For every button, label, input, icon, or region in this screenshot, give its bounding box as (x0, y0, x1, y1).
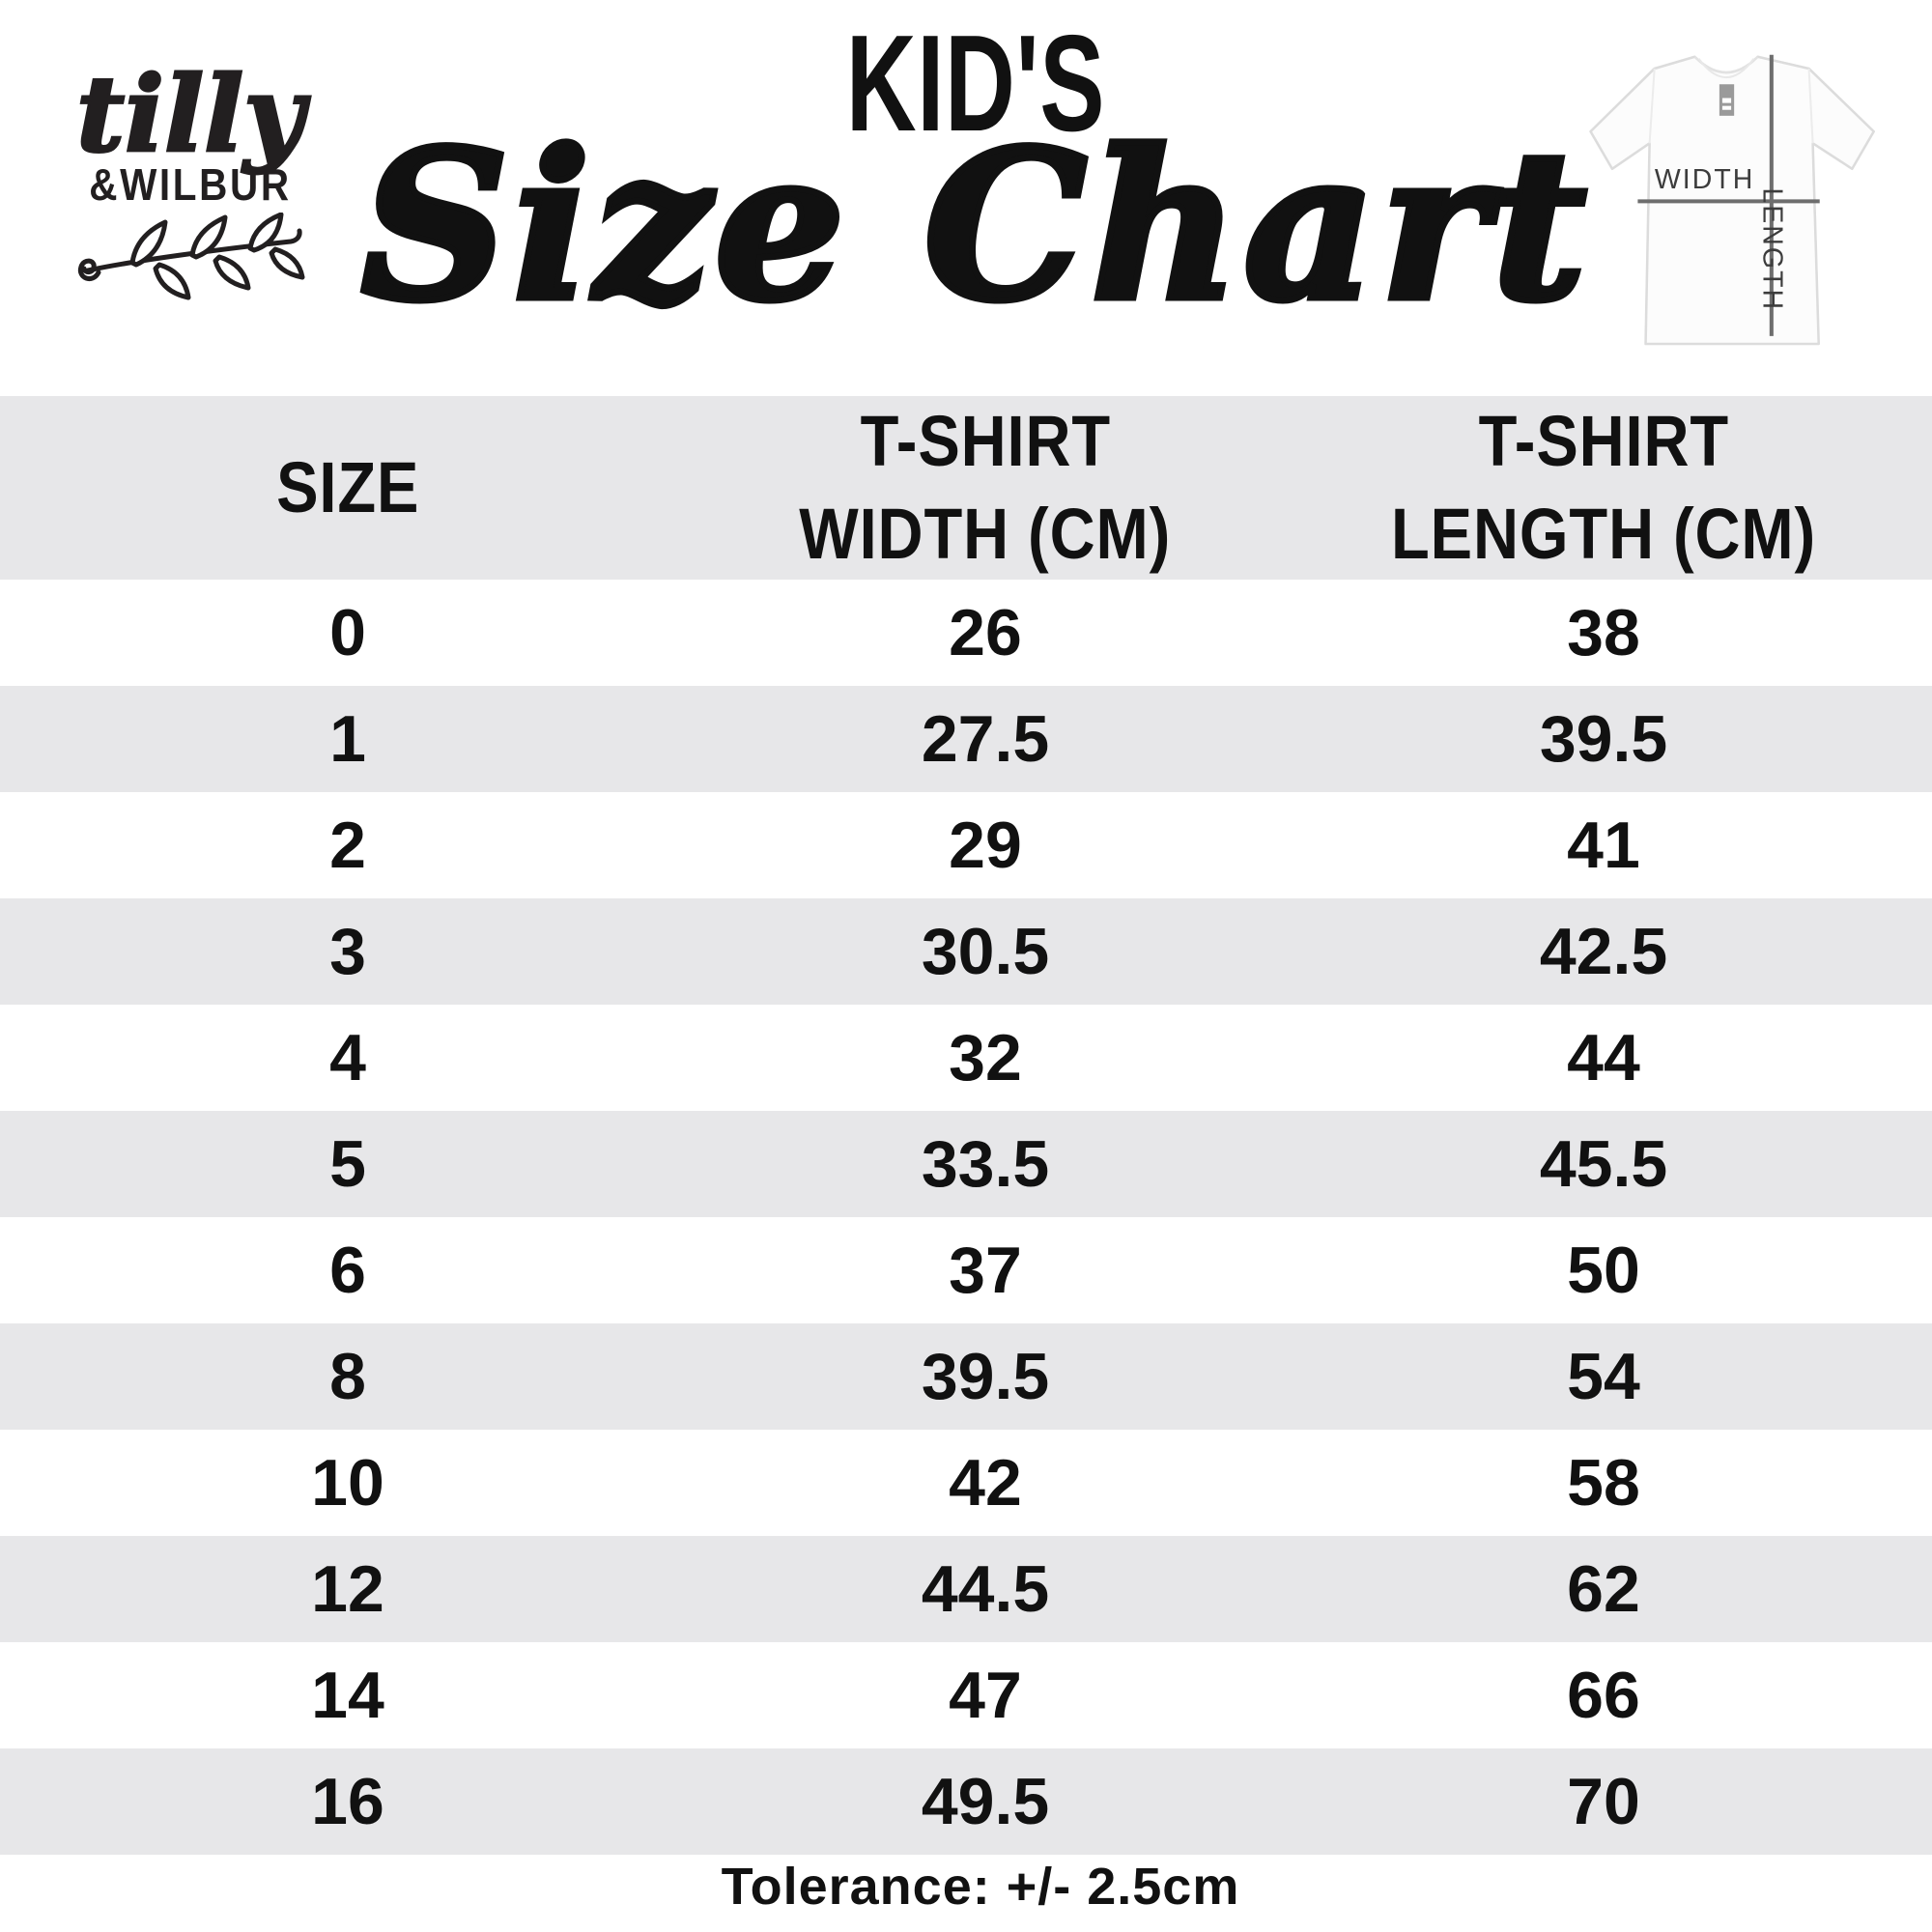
cell-size: 2 (329, 809, 366, 882)
cell-length: 50 (1567, 1234, 1640, 1307)
table-row: 14 47 66 (0, 1642, 1932, 1748)
table-row: 12 44.5 62 (0, 1536, 1932, 1642)
cell-length: 38 (1567, 596, 1640, 669)
header-cell-width: T-SHIRT WIDTH (CM) (799, 401, 1172, 574)
cell-size: 10 (311, 1446, 384, 1520)
table-row: 1 27.5 39.5 (0, 686, 1932, 792)
brand-logo: tilly &WILBUR (60, 48, 321, 306)
table-row: 10 42 58 (0, 1430, 1932, 1536)
cell-size: 5 (329, 1127, 366, 1201)
tshirt-tag (1719, 84, 1735, 116)
cell-width: 47 (949, 1659, 1022, 1732)
cell-width: 42 (949, 1446, 1022, 1520)
length-label: LENGTH (1757, 187, 1788, 311)
table-row: 8 39.5 54 (0, 1323, 1932, 1430)
table-row: 6 37 50 (0, 1217, 1932, 1323)
cell-length: 70 (1567, 1765, 1640, 1838)
cell-width: 37 (949, 1234, 1022, 1307)
cell-size: 4 (329, 1021, 366, 1094)
cell-length: 42.5 (1539, 915, 1668, 988)
table-row: 16 49.5 70 (0, 1748, 1932, 1855)
cell-size: 0 (329, 596, 366, 669)
cell-size: 12 (311, 1552, 384, 1626)
cell-length: 54 (1567, 1340, 1640, 1413)
table-row: 4 32 44 (0, 1005, 1932, 1111)
tshirt-measurement-diagram: WIDTH LENGTH (1561, 41, 1889, 374)
table-row: 0 26 38 (0, 580, 1932, 686)
brand-caps-text: &WILBUR (89, 159, 292, 211)
table-row: 2 29 41 (0, 792, 1932, 898)
cell-width: 33.5 (921, 1127, 1050, 1201)
brand-script-text: tilly (75, 52, 306, 177)
cell-length: 58 (1567, 1446, 1640, 1520)
header-cell-size: SIZE (275, 447, 420, 527)
cell-length: 66 (1567, 1659, 1640, 1732)
table-body: 0 26 38 1 27.5 39.5 2 29 41 3 30.5 42.5 … (0, 580, 1932, 1855)
cell-width: 26 (949, 596, 1022, 669)
title-kicker-text: KID'S (845, 7, 1106, 160)
table-row: 5 33.5 45.5 (0, 1111, 1932, 1217)
cell-length: 44 (1567, 1021, 1640, 1094)
cell-size: 8 (329, 1340, 366, 1413)
cell-width: 49.5 (921, 1765, 1050, 1838)
cell-length: 45.5 (1539, 1127, 1668, 1201)
laurel-branch-icon (60, 212, 321, 306)
tolerance-note: Tolerance: +/- 2.5cm (721, 1858, 1240, 1916)
cell-size: 3 (329, 915, 366, 988)
cell-width: 29 (949, 809, 1022, 882)
title-kicker: KID'S (0, 15, 1932, 153)
cell-size: 1 (329, 702, 366, 776)
title-script: Size Chart (357, 105, 1591, 346)
cell-width: 30.5 (921, 915, 1050, 988)
cell-width: 44.5 (921, 1552, 1050, 1626)
table-header-row: SIZE T-SHIRT WIDTH (CM) T-SHIRT LENGTH (… (0, 396, 1932, 580)
cell-width: 32 (949, 1021, 1022, 1094)
cell-length: 41 (1567, 809, 1640, 882)
cell-width: 39.5 (921, 1340, 1050, 1413)
cell-width: 27.5 (921, 702, 1050, 776)
width-label: WIDTH (1655, 164, 1755, 195)
size-table: SIZE T-SHIRT WIDTH (CM) T-SHIRT LENGTH (… (0, 396, 1932, 1855)
cell-size: 14 (311, 1659, 384, 1732)
table-row: 3 30.5 42.5 (0, 898, 1932, 1005)
cell-size: 16 (311, 1765, 384, 1838)
cell-length: 62 (1567, 1552, 1640, 1626)
header-cell-length: T-SHIRT LENGTH (CM) (1390, 401, 1817, 574)
cell-length: 39.5 (1539, 702, 1668, 776)
cell-size: 6 (329, 1234, 366, 1307)
